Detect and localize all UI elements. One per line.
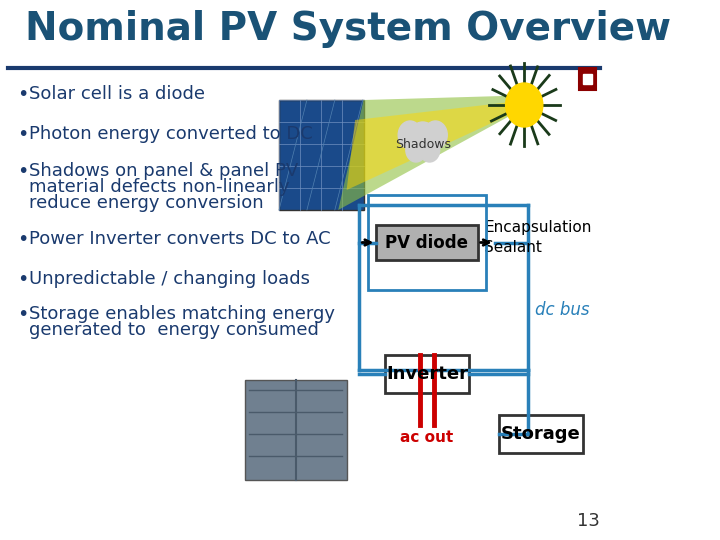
Text: Shadows: Shadows <box>395 138 451 152</box>
Text: 13: 13 <box>577 512 600 530</box>
Text: generated to  energy consumed: generated to energy consumed <box>29 321 319 339</box>
Text: •: • <box>17 230 28 249</box>
Text: Inverter: Inverter <box>386 365 468 383</box>
Text: Power Inverter converts DC to AC: Power Inverter converts DC to AC <box>29 230 330 248</box>
Text: dc bus: dc bus <box>535 301 590 319</box>
Polygon shape <box>346 100 528 190</box>
Text: material defects non-linearly: material defects non-linearly <box>29 178 289 196</box>
Bar <box>368 195 486 290</box>
Text: •: • <box>17 125 28 144</box>
Text: PV diode: PV diode <box>385 233 469 252</box>
Text: Encapsulation: Encapsulation <box>485 220 592 235</box>
Bar <box>377 225 477 260</box>
Text: Solar cell is a diode: Solar cell is a diode <box>29 85 204 103</box>
Polygon shape <box>338 95 537 210</box>
Bar <box>384 355 469 393</box>
Text: •: • <box>17 270 28 289</box>
Text: Nominal PV System Overview: Nominal PV System Overview <box>25 10 671 48</box>
Circle shape <box>419 138 440 162</box>
Bar <box>499 415 583 453</box>
Circle shape <box>505 83 543 127</box>
Text: •: • <box>17 305 28 324</box>
Text: Shadows on panel & panel PV: Shadows on panel & panel PV <box>29 162 298 180</box>
Circle shape <box>408 122 438 158</box>
Text: Sealant: Sealant <box>485 240 542 255</box>
Text: Photon energy converted to DC: Photon energy converted to DC <box>29 125 312 143</box>
Circle shape <box>406 138 426 162</box>
Text: ac out: ac out <box>400 430 454 445</box>
Text: Unpredictable / changing loads: Unpredictable / changing loads <box>29 270 310 288</box>
Text: •: • <box>17 162 28 181</box>
Bar <box>579 68 596 90</box>
Bar <box>279 100 364 210</box>
Text: •: • <box>17 85 28 104</box>
Text: Storage enables matching energy: Storage enables matching energy <box>29 305 335 323</box>
Text: Storage: Storage <box>501 425 581 443</box>
Bar <box>583 74 592 84</box>
Text: reduce energy conversion: reduce energy conversion <box>29 194 264 212</box>
Circle shape <box>423 121 447 149</box>
Circle shape <box>398 121 422 149</box>
Bar <box>246 380 346 480</box>
